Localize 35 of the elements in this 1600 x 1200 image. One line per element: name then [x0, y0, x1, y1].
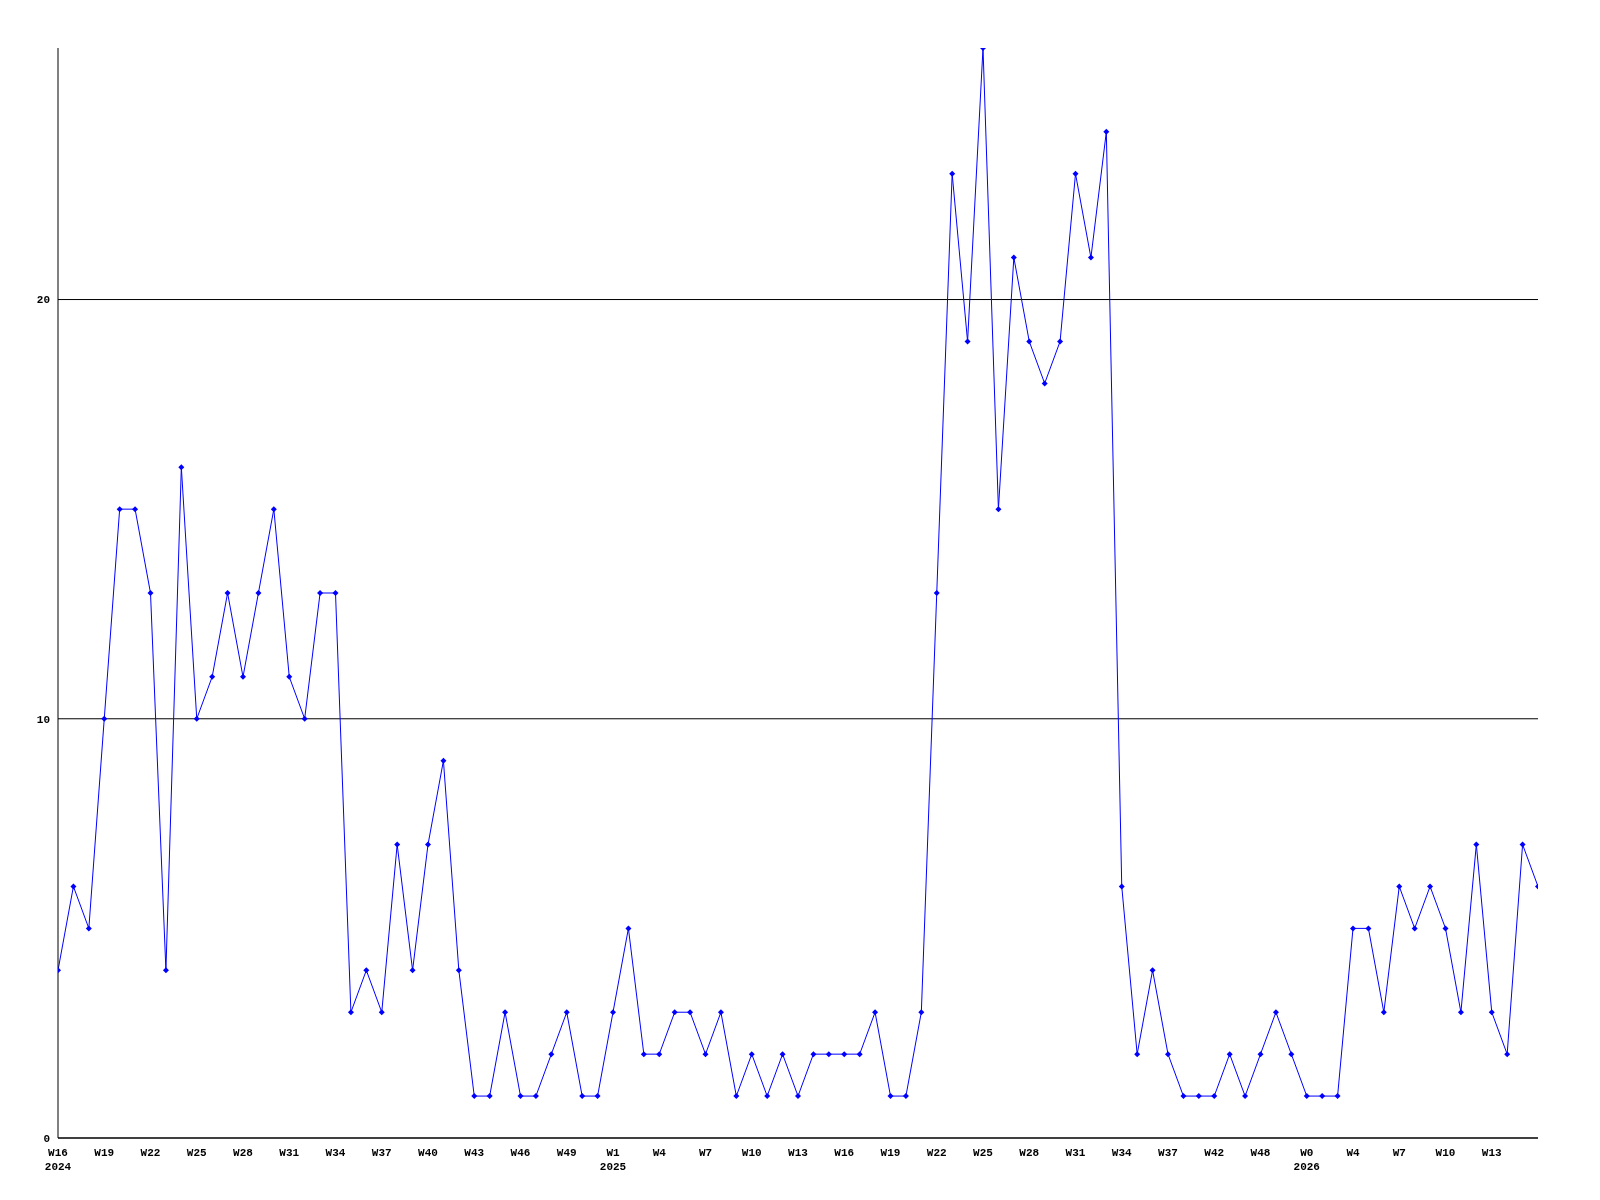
x-tick-label: W4 — [1346, 1147, 1360, 1159]
y-tick-label: 20 — [36, 294, 50, 307]
x-tick-label: W43 — [464, 1147, 485, 1159]
x-tick-label: W34 — [1111, 1147, 1133, 1159]
x-tick-label: W31 — [279, 1147, 300, 1159]
x-tick-label: W13 — [788, 1147, 809, 1159]
y-tick-label: 0 — [43, 1132, 50, 1145]
x-tick-label: W34 — [325, 1147, 346, 1159]
x-tick-label: W22 — [926, 1147, 947, 1159]
x-tick-label: W42 — [1204, 1147, 1225, 1159]
x-tick-label: W13 — [1481, 1147, 1503, 1159]
x-tick-label: W25 — [973, 1147, 994, 1159]
x-tick-label: W40 — [418, 1147, 438, 1159]
x-tick-label: W10 — [1435, 1147, 1456, 1159]
x-tick-label: W0 2026 — [1293, 1147, 1320, 1173]
x-tick-label: W7 — [1392, 1147, 1406, 1159]
x-tick-label: W31 — [1065, 1147, 1086, 1159]
x-tick-label: W16 2024 — [44, 1147, 72, 1173]
x-tick-label: W4 — [652, 1147, 667, 1159]
x-tick-label: W48 — [1250, 1147, 1271, 1159]
x-tick-label: W10 — [741, 1147, 762, 1159]
x-tick-label: W46 — [510, 1147, 531, 1159]
x-tick-label: W28 — [1019, 1147, 1040, 1159]
x-tick-label: W19 — [880, 1147, 901, 1159]
x-tick-label: W7 — [698, 1147, 713, 1159]
x-tick-label: W49 — [556, 1147, 577, 1159]
x-tick-label: W25 — [186, 1147, 208, 1159]
x-tick-label: W28 — [233, 1147, 254, 1159]
x-tick-label: W22 — [140, 1147, 161, 1159]
y-tick-label: 10 — [36, 713, 50, 726]
x-tick-label: W19 — [94, 1147, 115, 1159]
x-tick-label: W37 — [1158, 1147, 1178, 1159]
x-tick-label: W37 — [371, 1147, 392, 1159]
x-tick-label: W1 2025 — [599, 1147, 627, 1173]
x-tick-label: W16 — [834, 1147, 855, 1159]
